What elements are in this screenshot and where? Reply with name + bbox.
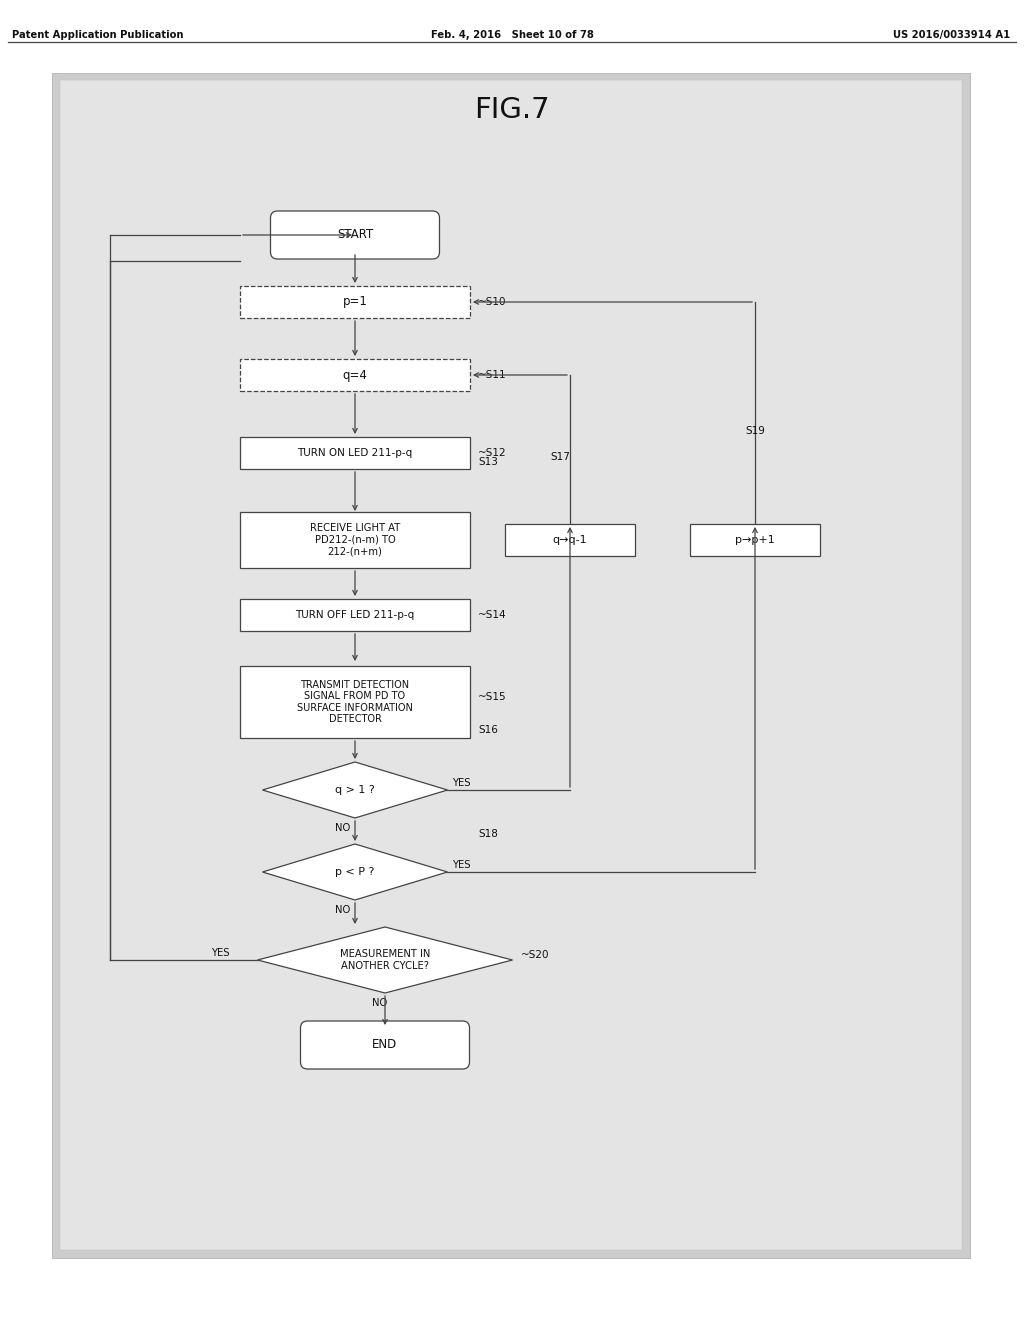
FancyBboxPatch shape [52,73,970,1258]
FancyBboxPatch shape [240,599,470,631]
Text: q > 1 ?: q > 1 ? [335,785,375,795]
Text: ~S12: ~S12 [478,447,507,458]
FancyBboxPatch shape [240,437,470,469]
Text: TURN OFF LED 211-p-q: TURN OFF LED 211-p-q [295,610,415,620]
FancyBboxPatch shape [690,524,820,556]
Text: YES: YES [211,948,229,958]
Text: US 2016/0033914 A1: US 2016/0033914 A1 [893,30,1010,40]
FancyBboxPatch shape [270,211,439,259]
FancyBboxPatch shape [240,667,470,738]
Text: S16: S16 [478,725,498,735]
Text: ~S15: ~S15 [478,692,507,702]
Text: END: END [373,1039,397,1052]
FancyBboxPatch shape [240,359,470,391]
Text: Feb. 4, 2016   Sheet 10 of 78: Feb. 4, 2016 Sheet 10 of 78 [430,30,594,40]
Text: ~S10: ~S10 [478,297,507,308]
Text: p=1: p=1 [343,296,368,309]
FancyBboxPatch shape [300,1020,469,1069]
Text: ~S11: ~S11 [478,370,507,380]
Text: NO: NO [336,822,350,833]
Text: NO: NO [336,906,350,915]
FancyBboxPatch shape [240,512,470,568]
Text: q→q-1: q→q-1 [553,535,588,545]
Text: ~S14: ~S14 [478,610,507,620]
FancyBboxPatch shape [60,81,962,1250]
Text: TURN ON LED 211-p-q: TURN ON LED 211-p-q [297,447,413,458]
FancyBboxPatch shape [240,286,470,318]
Text: S13: S13 [478,457,498,467]
Text: S18: S18 [478,829,498,840]
FancyBboxPatch shape [505,524,635,556]
Text: RECEIVE LIGHT AT
PD212-(n-m) TO
212-(n+m): RECEIVE LIGHT AT PD212-(n-m) TO 212-(n+m… [310,524,400,557]
Text: S19: S19 [745,426,765,436]
Polygon shape [257,927,512,993]
Text: START: START [337,228,373,242]
Text: p→p+1: p→p+1 [735,535,775,545]
Text: YES: YES [453,861,471,870]
Text: MEASUREMENT IN
ANOTHER CYCLE?: MEASUREMENT IN ANOTHER CYCLE? [340,949,430,970]
Text: p < P ?: p < P ? [335,867,375,876]
Text: FIG.7: FIG.7 [474,96,550,124]
Text: TRANSMIT DETECTION
SIGNAL FROM PD TO
SURFACE INFORMATION
DETECTOR: TRANSMIT DETECTION SIGNAL FROM PD TO SUR… [297,680,413,725]
Text: ~S20: ~S20 [520,950,549,960]
Text: S17: S17 [550,451,570,462]
Text: Patent Application Publication: Patent Application Publication [12,30,183,40]
Text: NO: NO [373,998,388,1008]
Polygon shape [262,762,447,818]
Polygon shape [262,843,447,900]
Text: YES: YES [453,777,471,788]
Text: q=4: q=4 [343,368,368,381]
